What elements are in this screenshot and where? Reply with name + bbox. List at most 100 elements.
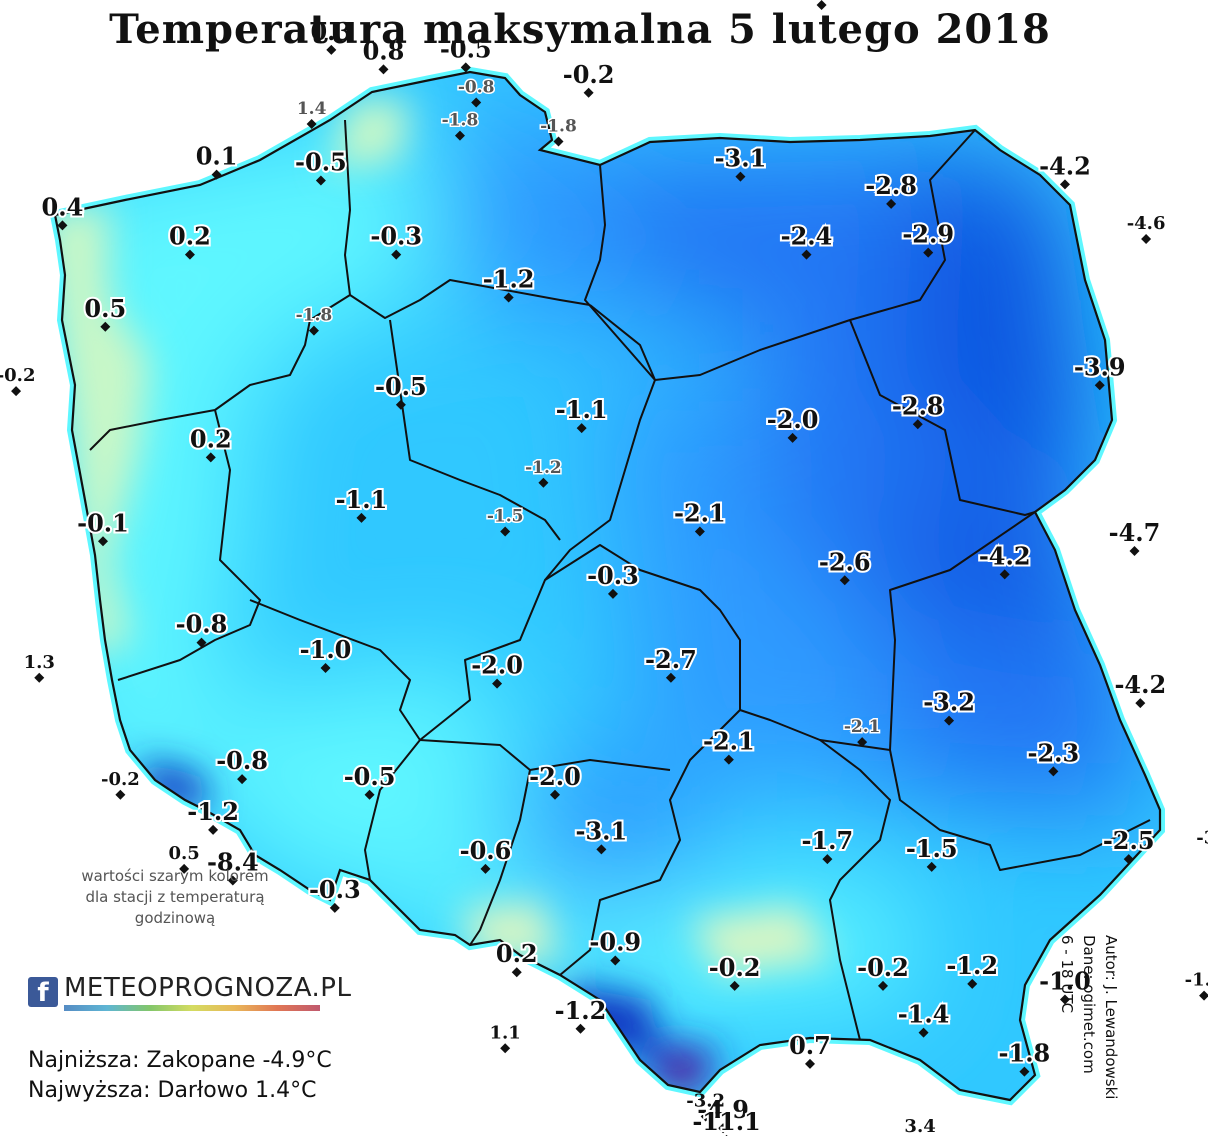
station-marker [787,432,798,443]
foreign-station-marker [34,672,45,683]
station-temp-label: -2.5 [1103,826,1155,855]
station-marker [1135,698,1146,709]
station-temp-label: -0.5 [375,372,427,401]
station-marker [237,774,248,785]
station-marker [205,452,216,463]
hourly-station-marker [500,526,511,537]
station-marker [610,955,621,966]
station-marker [729,980,740,991]
facebook-icon[interactable]: f [28,977,58,1007]
station-temp-label: -2.0 [471,651,523,680]
region-border-2 [584,129,976,381]
station-marker [718,1123,729,1134]
region-border-1 [349,279,591,319]
station-temp-label: -11.1 [692,1107,760,1136]
station-temp-label: -0.9 [589,928,641,957]
station-temp-label: -1.1 [556,395,608,424]
highest-temperature: Najwyższa: Darłowo 1.4°C [28,1078,317,1103]
station-marker [196,637,207,648]
lowest-temperature: Najniższa: Zakopane -4.9°C [28,1048,332,1073]
fill-blob-7 [580,140,980,330]
station-temp-label: -3.9 [1074,352,1126,381]
region-border-3 [849,319,1036,516]
brand-text: METEOPROGNOZA.PL [64,973,352,1003]
fill-detail-7 [665,1060,700,1090]
station-temp-label: -1.2 [946,951,998,980]
foreign-station-temp-label: 1.1 [490,1022,521,1043]
station-marker [1123,854,1134,865]
hourly-station-marker [308,325,319,336]
station-marker [511,967,522,978]
station-marker [801,249,812,260]
station-temp-label: 0.2 [169,222,211,251]
foreign-station-temp-label: -3.2 [686,1091,725,1112]
hourly-station-temp-label: -1.8 [442,111,479,131]
station-temp-label: -0.6 [460,836,512,865]
station-marker [503,292,514,303]
station-marker [480,863,491,874]
region-border-9 [419,739,531,946]
logo[interactable]: f METEOPROGNOZA.PL [28,968,351,1016]
station-temp-label: 0.4 [42,192,84,221]
station-marker [211,169,222,180]
foreign-station-temp-label: -3.1 [1196,827,1208,848]
station-temp-label: -2.4 [781,222,833,251]
hourly-station-temp-label: -1.5 [487,507,524,527]
station-marker [822,854,833,865]
station-marker [1129,546,1140,556]
foreign-station-temp-label: -0.2 [101,769,140,790]
region-border-8 [419,544,741,976]
station-marker [944,715,955,726]
station-marker [378,64,389,75]
station-marker [356,512,367,523]
region-border-4 [544,304,656,581]
station-marker [1059,994,1070,1005]
station-marker [886,198,897,209]
station-temp-label: -2.9 [902,220,954,249]
fill-blob-11 [880,500,1100,640]
station-temp-label: 0.8 [363,36,405,65]
station-temp-label: -0.8 [216,746,268,775]
station-temp-label: 0.1 [196,142,238,171]
station-temp-label: -1.1 [336,485,388,514]
station-temp-label: -2.1 [703,727,755,756]
station-marker [100,321,111,332]
station-marker [607,588,618,599]
station-temp-label: -0.5 [295,148,347,177]
station-markers [11,0,1208,1136]
station-marker [575,1023,586,1034]
station-temp-label: -0.5 [440,34,492,63]
station-marker [596,844,607,855]
station-marker [1094,380,1105,391]
station-temp-label: -0.3 [309,875,361,904]
credit-author: Autor: J. Lewandowski [1102,935,1120,1100]
hourly-station-marker [454,130,465,141]
hourly-station-marker [471,97,482,108]
station-temp-label: -0.1 [77,508,129,537]
station-temp-label: -1.4 [898,1000,950,1029]
foreign-station-temp-label: -0.2 [0,365,35,386]
region-border-6 [117,409,261,681]
voivodeship-borders [89,119,1151,1041]
station-marker [912,419,923,430]
station-marker [1048,766,1059,777]
station-marker [460,62,471,73]
foreign-station-temp-label: 1.3 [24,652,55,673]
station-temp-label: -0.2 [857,953,909,982]
station-marker [923,247,934,258]
station-marker [926,861,937,872]
brand-stripe [64,1005,320,1011]
foreign-station-temp-label: 0.5 [168,843,199,864]
station-marker [550,789,561,800]
station-temp-label: -2.8 [892,391,944,420]
station-temp-label: -1.8 [999,1039,1051,1068]
station-temp-label: -1.0 [1039,967,1091,996]
region-border-5 [389,319,561,541]
hourly-station-temp-label: -1.2 [525,458,562,478]
station-marker [735,171,746,182]
hourly-station-temp-label: -1.8 [540,117,577,137]
station-temp-label: -3.1 [715,144,767,173]
station-marker [804,1058,815,1069]
